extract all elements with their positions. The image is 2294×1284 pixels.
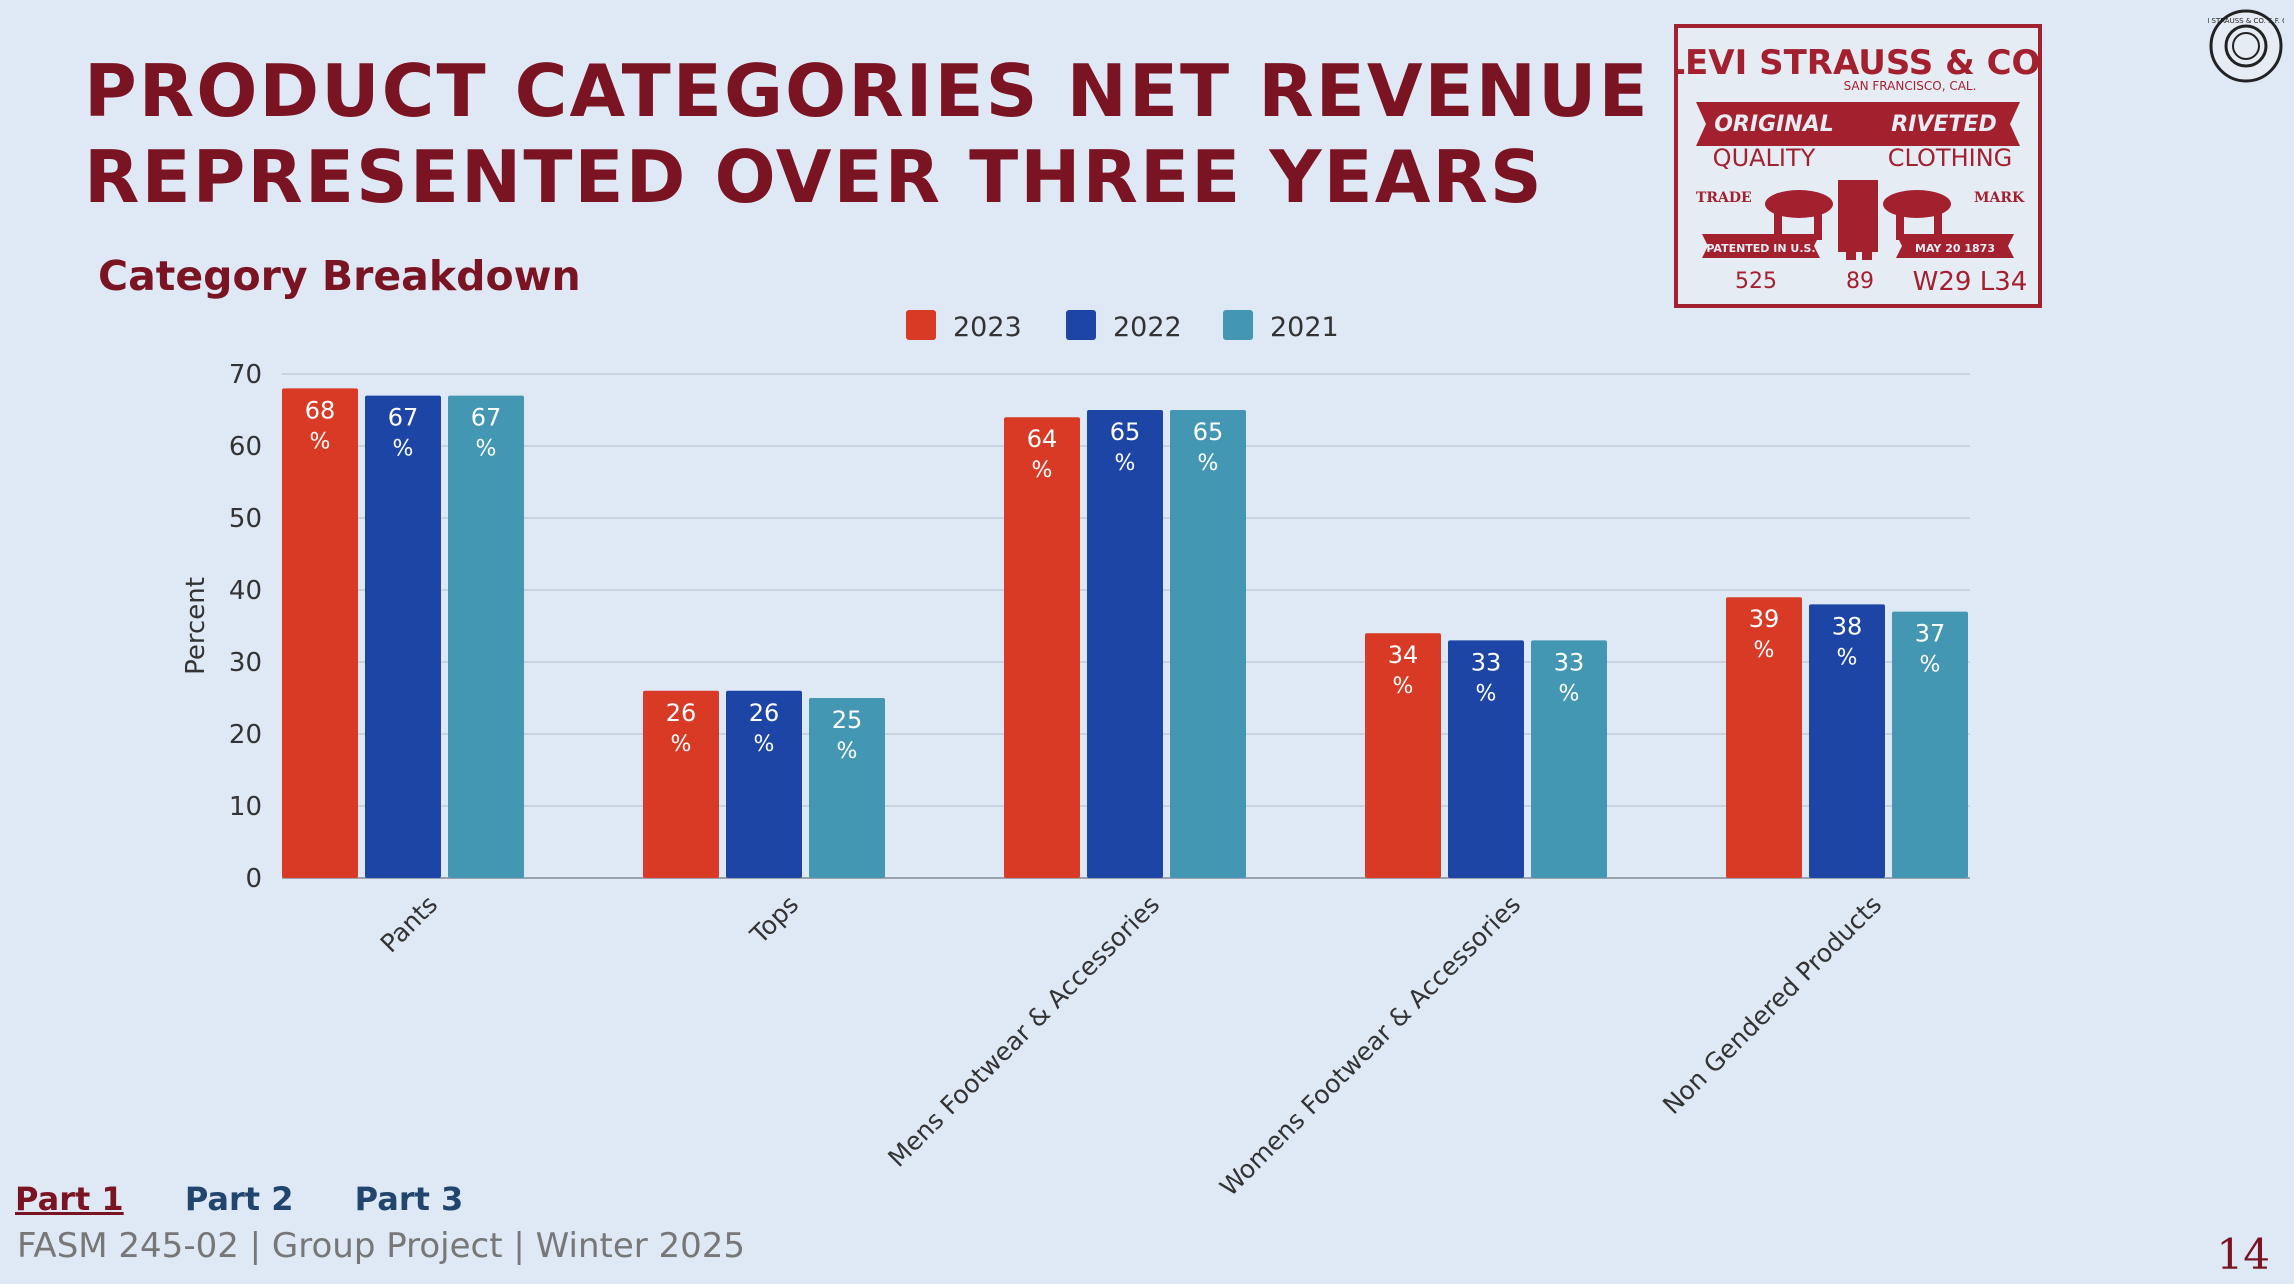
bar	[365, 395, 441, 878]
chart-subtitle: Category Breakdown	[98, 252, 581, 300]
data-label-unit: %	[476, 437, 497, 462]
svg-text:ORIGINAL: ORIGINAL	[1714, 112, 1834, 137]
bar	[1726, 597, 1802, 878]
y-tick-label: 20	[229, 720, 262, 750]
data-label-unit: %	[1559, 681, 1580, 706]
data-label: 37	[1915, 620, 1946, 648]
levis-logo: LEVI STRAUSS & CO. SAN FRANCISCO, CAL. O…	[1674, 24, 2042, 308]
data-label-unit: %	[754, 732, 775, 757]
data-label-unit: %	[671, 732, 692, 757]
data-label-unit: %	[1476, 681, 1497, 706]
y-tick-label: 50	[229, 504, 262, 534]
bar	[1087, 410, 1163, 878]
x-tick-label: Womens Footwear & Accessories	[1214, 890, 1526, 1202]
svg-text:W29 L34: W29 L34	[1913, 267, 2028, 297]
data-label: 33	[1554, 648, 1585, 676]
legend-label: 2022	[1113, 312, 1182, 343]
legend-label: 2021	[1270, 312, 1339, 343]
bar	[448, 395, 524, 878]
y-tick-label: 10	[229, 792, 262, 822]
bar	[726, 690, 802, 878]
bar	[1365, 633, 1441, 878]
svg-text:89: 89	[1846, 269, 1874, 294]
nav-part-1[interactable]: Part 1	[15, 1180, 124, 1218]
bar	[1809, 604, 1885, 878]
bar	[1531, 640, 1607, 878]
y-tick-label: 0	[245, 864, 262, 894]
bar	[282, 388, 358, 878]
data-label-unit: %	[1920, 653, 1941, 678]
data-label-unit: %	[310, 429, 331, 454]
data-label: 64	[1027, 425, 1058, 453]
levis-stamp-icon: LEVI STRAUSS & CO. S.F. CAL.	[2208, 9, 2284, 83]
data-label-unit: %	[1754, 638, 1775, 663]
legend-swatch	[906, 310, 936, 340]
bar	[809, 698, 885, 878]
data-label: 68	[305, 396, 336, 424]
data-label-unit: %	[1032, 458, 1053, 483]
y-tick-label: 60	[229, 432, 262, 462]
bar	[1004, 417, 1080, 878]
nav-part-2[interactable]: Part 2	[184, 1180, 294, 1218]
data-label-unit: %	[1393, 674, 1414, 699]
data-label: 67	[471, 404, 502, 432]
svg-text:TRADE: TRADE	[1696, 190, 1752, 206]
bar	[1170, 410, 1246, 878]
data-label-unit: %	[1837, 645, 1858, 670]
data-label: 25	[832, 706, 863, 734]
slide-title: PRODUCT CATEGORIES NET REVENUE REPRESENT…	[84, 48, 1650, 220]
course-footer: FASM 245-02 | Group Project | Winter 202…	[17, 1226, 746, 1266]
x-tick-label: Mens Footwear & Accessories	[882, 890, 1165, 1173]
data-label-unit: %	[1115, 451, 1136, 476]
data-label-unit: %	[837, 739, 858, 764]
svg-text:LEVI STRAUSS & CO.: LEVI STRAUSS & CO.	[1674, 43, 2042, 83]
svg-text:RIVETED: RIVETED	[1891, 112, 1996, 137]
legend-swatch	[1066, 310, 1096, 340]
title-line-1: PRODUCT CATEGORIES NET REVENUE	[84, 49, 1650, 133]
bar	[1892, 611, 1968, 878]
data-label: 33	[1471, 648, 1502, 676]
data-label: 34	[1388, 641, 1419, 669]
chart-legend: 2023 2022 2021	[906, 310, 1339, 343]
y-axis-label: Percent	[181, 577, 211, 675]
page-number: 14	[2216, 1230, 2270, 1279]
bar	[643, 690, 719, 878]
nav-part-3[interactable]: Part 3	[354, 1180, 464, 1218]
data-label: 67	[388, 404, 419, 432]
x-tick-label: Non Gendered Products	[1657, 890, 1887, 1120]
data-label: 38	[1832, 612, 1863, 640]
svg-text:PATENTED IN U.S.: PATENTED IN U.S.	[1706, 242, 1815, 255]
data-label: 26	[749, 699, 780, 727]
legend-swatch	[1223, 310, 1253, 340]
x-tick-label: Pants	[375, 890, 444, 959]
svg-text:QUALITY: QUALITY	[1713, 144, 1816, 172]
svg-text:SAN FRANCISCO, CAL.: SAN FRANCISCO, CAL.	[1844, 79, 1977, 93]
data-label: 65	[1110, 418, 1141, 446]
y-tick-label: 30	[229, 648, 262, 678]
y-tick-label: 70	[229, 360, 262, 390]
part-navigation: Part 1 Part 2 Part 3	[15, 1180, 513, 1218]
bar	[1448, 640, 1524, 878]
data-label: 39	[1749, 605, 1780, 633]
svg-text:CLOTHING: CLOTHING	[1888, 144, 2013, 172]
x-tick-label: Tops	[744, 890, 804, 950]
svg-text:525: 525	[1735, 269, 1777, 294]
chart-bars: 68% 67% 67% 26% 26% 25% 64% 65% 65% 34% 33% 33% 39% 3…	[282, 388, 1968, 878]
x-axis: Pants Tops Mens Footwear & Accessories Wome…	[375, 890, 1888, 1202]
data-label: 26	[666, 699, 697, 727]
title-line-2: REPRESENTED OVER THREE YEARS	[84, 135, 1544, 219]
data-label-unit: %	[1198, 451, 1219, 476]
y-tick-label: 40	[229, 576, 262, 606]
svg-text:MARK: MARK	[1974, 190, 2025, 206]
data-label: 65	[1193, 418, 1224, 446]
legend-label: 2023	[953, 312, 1022, 343]
svg-text:LEVI STRAUSS & CO. S.F. CAL.: LEVI STRAUSS & CO. S.F. CAL.	[2208, 17, 2284, 25]
svg-text:MAY 20 1873: MAY 20 1873	[1915, 242, 1995, 255]
data-label-unit: %	[393, 437, 414, 462]
